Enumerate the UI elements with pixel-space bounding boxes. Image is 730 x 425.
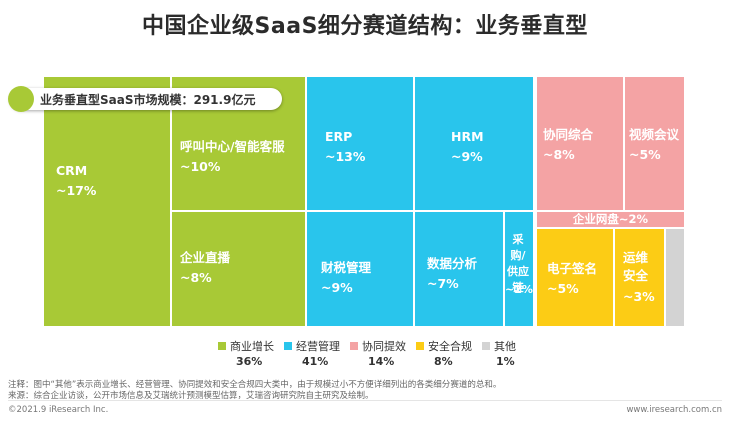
- legend-share: 36%: [236, 355, 263, 368]
- legend-swatch-collaboration: [350, 342, 358, 350]
- tile-name: ERP: [325, 129, 353, 144]
- tile-name: 运维安全: [623, 250, 649, 283]
- treemap-tile: ERP ~13%: [305, 75, 415, 212]
- legend-label: 协同提效: [362, 340, 406, 353]
- footer-website: www.iresearch.com.cn: [626, 405, 722, 415]
- treemap-tile: 财税管理 ~9%: [305, 210, 415, 328]
- treemap-tile: 运维安全 ~3%: [613, 227, 666, 328]
- chart-note: 注释：图中“其他”表示商业增长、经营管理、协同提效和安全合规四大类中，由于规模过…: [8, 380, 502, 390]
- page-title: 中国企业级SaaS细分赛道结构：业务垂直型: [142, 14, 588, 39]
- badge-dot-icon: [8, 86, 34, 112]
- tile-name: 数据分析: [427, 256, 478, 271]
- tile-name: 视频会议: [629, 127, 680, 142]
- tile-name: CRM: [56, 163, 88, 178]
- tile-name: 采购/供应链: [507, 233, 529, 294]
- legend-swatch-growth: [218, 342, 226, 350]
- tile-share: ~9%: [451, 149, 483, 164]
- tile-name: 电子签名: [547, 261, 598, 276]
- legend-swatch-operations: [284, 342, 292, 350]
- legend-share: 14%: [368, 355, 395, 368]
- tile-share: ~8%: [180, 270, 212, 285]
- legend-share: 8%: [434, 355, 453, 368]
- footer-divider: [8, 400, 722, 401]
- tile-share: ~9%: [321, 280, 353, 295]
- legend: 商业增长 36% 经营管理 41% 协同提效 14% 安全合规 8% 其他 1%: [0, 340, 730, 374]
- treemap-tile: 电子签名 ~5%: [535, 227, 615, 328]
- tile-name: 呼叫中心/智能客服: [180, 139, 285, 154]
- legend-share: 41%: [302, 355, 329, 368]
- tile-share: ~3%: [623, 289, 655, 304]
- tile-share: ~7%: [427, 276, 459, 291]
- legend-label: 商业增长: [230, 340, 274, 353]
- tile-name: HRM: [451, 129, 484, 144]
- treemap-tile: 数据分析 ~7%: [413, 210, 505, 328]
- market-size-badge: 业务垂直型SaaS市场规模：291.9亿元: [8, 86, 282, 112]
- treemap-tile: CRM ~17%: [42, 75, 172, 328]
- tile-name: 协同综合: [543, 127, 594, 142]
- legend-label: 安全合规: [428, 340, 472, 353]
- legend-swatch-compliance: [416, 342, 424, 350]
- tile-share: ~10%: [180, 159, 221, 174]
- footer-copyright: ©2021.9 iResearch Inc.: [8, 405, 109, 415]
- tile-share: ~2%: [505, 283, 533, 296]
- tile-share: ~13%: [325, 149, 366, 164]
- treemap-tile: 采购/供应链 ~2%: [503, 210, 535, 328]
- legend-swatch-other: [482, 342, 490, 350]
- tile-name: 财税管理: [321, 260, 372, 275]
- legend-share: 1%: [496, 355, 515, 368]
- market-size-text: 业务垂直型SaaS市场规模：291.9亿元: [40, 93, 256, 107]
- tile-share: ~5%: [629, 147, 661, 162]
- tile-name: 企业直播: [180, 250, 231, 265]
- tile-name: 企业网盘~2%: [572, 212, 649, 226]
- chart-source: 来源：综合企业访谈，公开市场信息及艾瑞统计预测模型估算，艾瑞咨询研究院自主研究及…: [8, 391, 374, 401]
- legend-label: 其他: [494, 340, 516, 353]
- treemap-tile: [664, 227, 686, 328]
- treemap-tile: 视频会议 ~5%: [623, 75, 686, 212]
- tile-share: ~17%: [56, 183, 97, 198]
- legend-label: 经营管理: [296, 340, 340, 353]
- treemap-tile: 协同综合 ~8%: [535, 75, 625, 212]
- tile-share: ~5%: [547, 281, 579, 296]
- tile-share: ~8%: [543, 147, 575, 162]
- treemap-tile: HRM ~9%: [413, 75, 535, 212]
- treemap-tile: 企业直播 ~8%: [170, 210, 307, 328]
